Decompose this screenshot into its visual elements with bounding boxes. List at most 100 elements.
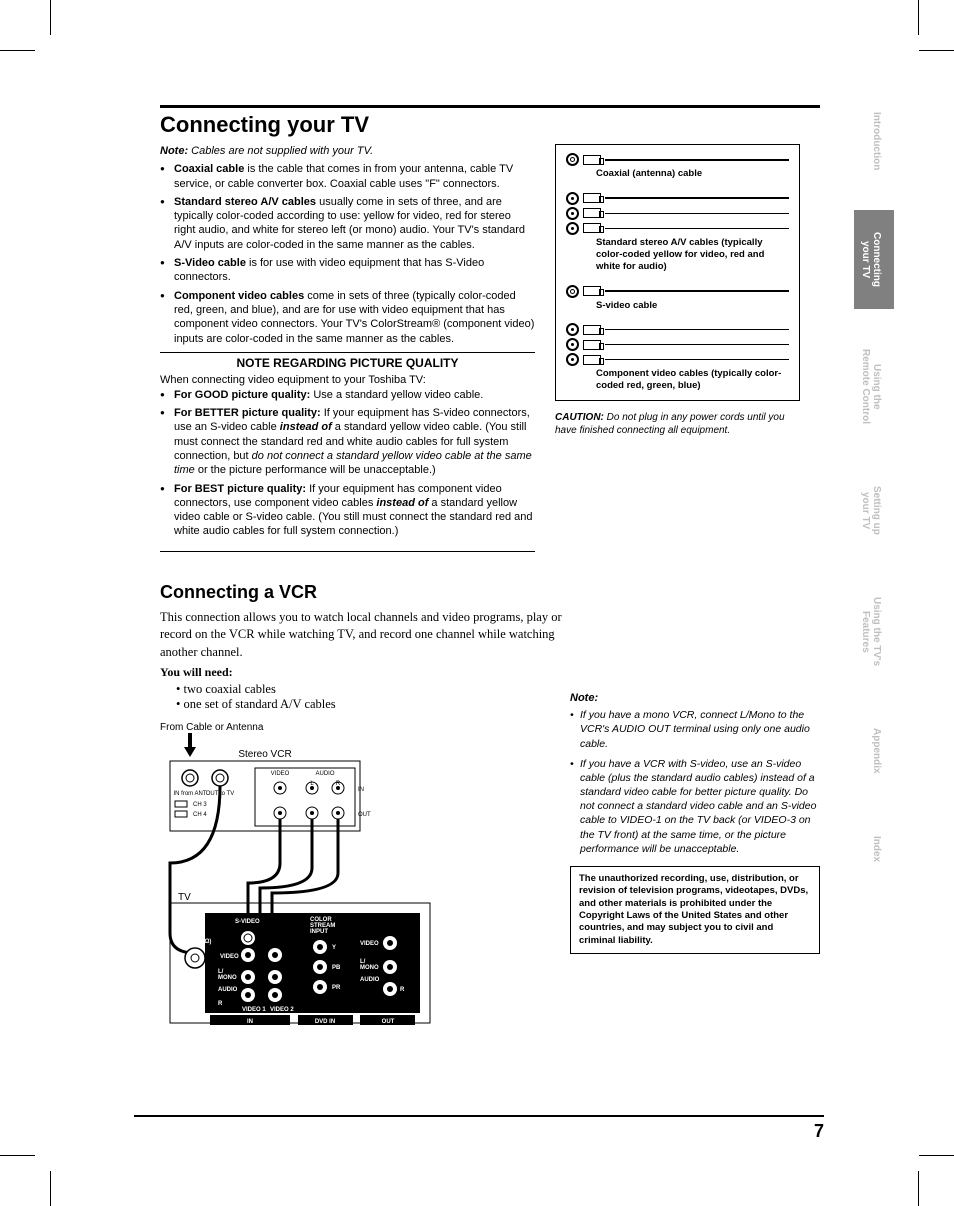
rca-plug-icon (583, 355, 601, 365)
pq-bullet: For BETTER picture quality: If your equi… (160, 406, 535, 477)
svg-text:R: R (218, 1001, 223, 1007)
crop-mark (0, 1155, 35, 1156)
rca-plug-icon (583, 223, 601, 233)
svg-text:R: R (400, 987, 405, 993)
pq-bullet: For BEST picture quality: If your equipm… (160, 482, 535, 539)
side-tab: Index (854, 814, 894, 884)
from-cable-label: From Cable or Antenna (160, 722, 440, 733)
heading-connecting-tv: Connecting your TV (160, 105, 820, 138)
crop-mark (919, 1155, 954, 1156)
vcr-box-label: Stereo VCR (238, 749, 291, 760)
svg-text:PR: PR (332, 985, 341, 991)
side-tab: Introduction (854, 90, 894, 192)
wiring-svg: Stereo VCR IN from ANT OUT to TV CH 3 CH… (160, 733, 440, 1033)
caution-label: CAUTION: (555, 412, 604, 423)
svg-text:AUDIO: AUDIO (218, 987, 238, 993)
rca-plug-icon (583, 208, 601, 218)
svg-text:CH 3: CH 3 (193, 802, 207, 808)
rca-jack-icon (566, 338, 579, 351)
svg-text:VIDEO: VIDEO (360, 941, 379, 947)
rca-jack-icon (566, 207, 579, 220)
svg-text:Y: Y (332, 945, 336, 951)
rca-jack-icon (566, 353, 579, 366)
vcr-intro: This connection allows you to watch loca… (160, 609, 590, 662)
svg-text:MONO: MONO (218, 975, 237, 981)
rca-plug-icon (583, 340, 601, 350)
note-label: Note: (160, 145, 188, 157)
vcr-note-item: If you have a VCR with S-video, use an S… (570, 757, 820, 856)
svg-text:PB: PB (332, 965, 341, 971)
svideo-plug-icon (583, 286, 601, 296)
rca-plug-icon (583, 325, 601, 335)
picture-quality-body: When connecting video equipment to your … (160, 371, 535, 551)
crop-mark (918, 1171, 919, 1206)
vcr-section: Connecting a VCR This connection allows … (160, 582, 820, 1037)
rca-jack-icon (566, 323, 579, 336)
note-lead: Note: Cables are not supplied with your … (160, 144, 535, 158)
side-tab: Appendix (854, 706, 894, 796)
right-column: Coaxial (antenna) cable Standard stereo … (555, 144, 800, 552)
vcr-note-item: If you have a mono VCR, connect L/Mono t… (570, 708, 820, 751)
svg-text:S-VIDEO: S-VIDEO (235, 919, 260, 925)
cable-bullet: Standard stereo A/V cables usually come … (160, 195, 535, 252)
cable-line-icon (605, 290, 789, 292)
svg-text:IN: IN (358, 787, 364, 793)
rca-plug-icon (583, 193, 601, 203)
svg-text:VIDEO: VIDEO (220, 954, 239, 960)
svg-text:DVD IN: DVD IN (315, 1019, 335, 1025)
copyright-warning: The unauthorized recording, use, distrib… (570, 866, 820, 954)
left-column: Note: Cables are not supplied with your … (160, 144, 535, 552)
cable-line-icon (605, 329, 789, 330)
page-number: 7 (134, 1115, 824, 1142)
cable-bullet: Coaxial cable is the cable that comes in… (160, 162, 535, 191)
crop-mark (918, 0, 919, 35)
svg-text:INPUT: INPUT (310, 929, 328, 935)
pq-bullet-list: For GOOD picture quality: Use a standard… (160, 388, 535, 539)
svg-text:IN: IN (247, 1019, 253, 1025)
cable-bullet: S-Video cable is for use with video equi… (160, 256, 535, 285)
crop-mark (50, 1171, 51, 1206)
svg-text:VIDEO 1: VIDEO 1 (242, 1007, 266, 1013)
svg-text:OUT: OUT (382, 1019, 395, 1025)
svg-text:AUDIO: AUDIO (360, 977, 380, 983)
coax-label: Coaxial (antenna) cable (566, 168, 789, 180)
cable-types-diagram: Coaxial (antenna) cable Standard stereo … (555, 144, 800, 401)
pq-bullet: For GOOD picture quality: Use a standard… (160, 388, 535, 402)
side-tab: Connecting your TV (854, 210, 894, 309)
coax-plug-icon (583, 155, 601, 165)
rca-jack-icon (566, 192, 579, 205)
svg-text:IN from ANT: IN from ANT (173, 791, 206, 797)
side-tab: Using the TV's Features (854, 575, 894, 688)
cable-line-icon (605, 159, 789, 161)
picture-quality-title: NOTE REGARDING PICTURE QUALITY (160, 352, 535, 372)
svg-text:ANT ( 75 Ω): ANT ( 75 Ω) (179, 939, 212, 945)
svideo-label: S-video cable (566, 300, 789, 312)
side-tab: Setting up your TV (854, 464, 894, 557)
svg-text:VIDEO: VIDEO (271, 771, 290, 777)
crop-mark (919, 50, 954, 51)
crop-mark (0, 50, 35, 51)
coax-jack-icon (566, 153, 579, 166)
cable-line-icon (605, 213, 789, 214)
av-label: Standard stereo A/V cables (typically co… (566, 237, 789, 273)
side-tab: Using the Remote Control (854, 327, 894, 446)
cable-bullet: Component video cables come in sets of t… (160, 289, 535, 346)
caution-text: CAUTION: Do not plug in any power cords … (555, 411, 800, 437)
cable-line-icon (605, 197, 789, 199)
component-label: Component video cables (typically color-… (566, 368, 789, 392)
side-tabs: Introduction Connecting your TV Using the … (854, 90, 894, 884)
vcr-notes-list: If you have a mono VCR, connect L/Mono t… (570, 708, 820, 856)
note-header: Note: (570, 692, 820, 704)
page-content: Connecting your TV Note: Cables are not … (160, 105, 820, 1036)
svg-text:AUDIO: AUDIO (315, 771, 334, 777)
rca-jack-icon (566, 222, 579, 235)
pq-intro: When connecting video equipment to your … (160, 373, 535, 387)
svg-text:TV: TV (178, 892, 191, 903)
svg-text:MONO: MONO (360, 965, 379, 971)
you-will-need: You will need: (160, 665, 820, 680)
note-text: Cables are not supplied with your TV. (188, 145, 373, 157)
wiring-diagram: From Cable or Antenna Stereo VCR IN from… (160, 722, 440, 1036)
cable-bullet-list: Coaxial cable is the cable that comes in… (160, 162, 535, 346)
cable-line-icon (605, 344, 789, 345)
svg-text:OUT: OUT (358, 812, 371, 818)
